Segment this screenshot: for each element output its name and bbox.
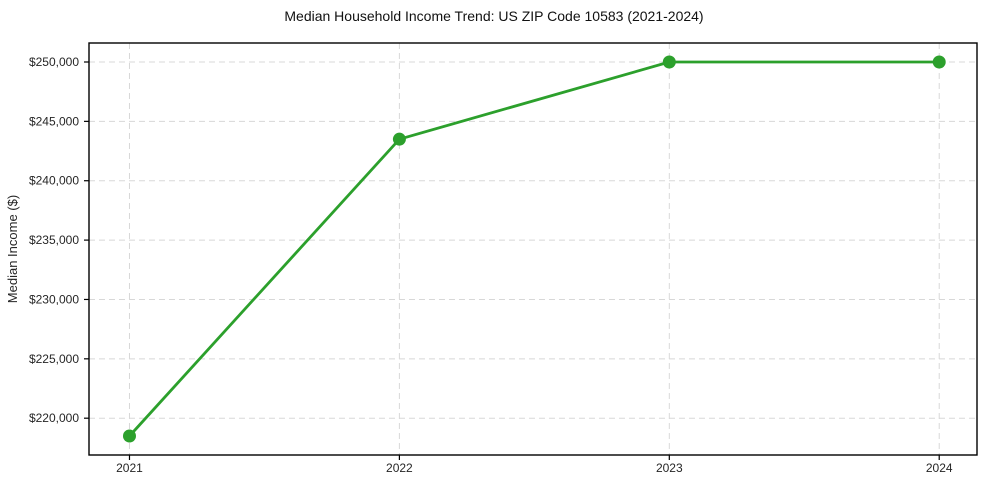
x-tick-label: 2023 <box>656 461 683 475</box>
plot-border <box>88 42 978 456</box>
trend-line <box>128 60 941 438</box>
y-tick-label: $225,000 <box>29 352 79 366</box>
x-tick-label: 2021 <box>116 461 143 475</box>
y-tick-label: $240,000 <box>29 174 79 188</box>
data-series <box>122 55 946 443</box>
y-tick-label: $235,000 <box>29 233 79 247</box>
tick-labels: $220,000 $225,000 $230,000 $235,000 $240,000… <box>29 55 953 475</box>
gridlines <box>89 43 977 455</box>
chart-title: Median Household Income Trend: US ZIP Co… <box>284 8 703 24</box>
data-point <box>122 429 136 443</box>
data-point <box>932 55 946 69</box>
tick-marks <box>84 61 940 460</box>
x-tick-label: 2022 <box>386 461 413 475</box>
y-tick-label: $250,000 <box>29 55 79 69</box>
data-point <box>662 55 676 69</box>
axes-spines <box>88 42 978 456</box>
y-axis-label: Median Income ($) <box>5 195 20 303</box>
y-tick-label: $245,000 <box>29 114 79 128</box>
y-tick-label: $220,000 <box>29 411 79 425</box>
y-tick-label: $230,000 <box>29 292 79 306</box>
data-point <box>392 132 406 146</box>
x-tick-label: 2024 <box>926 461 953 475</box>
